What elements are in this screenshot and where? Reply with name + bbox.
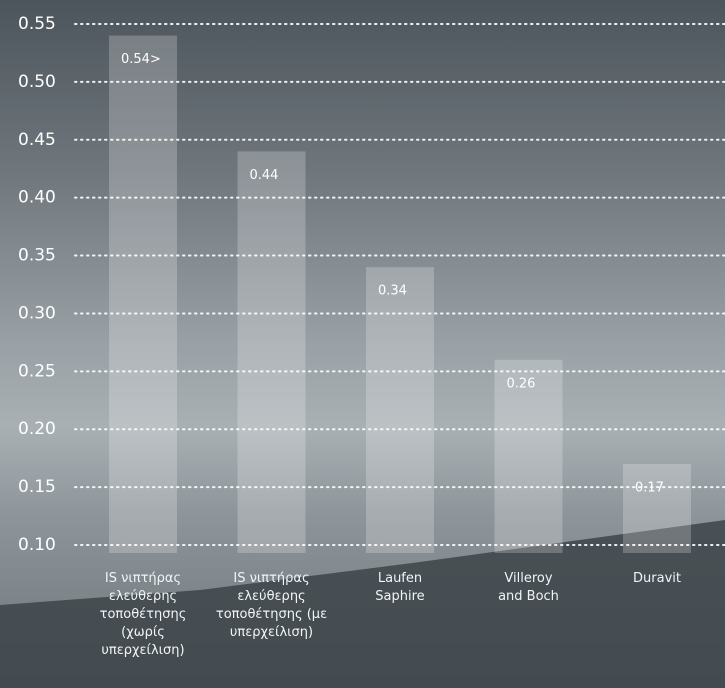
x-tick-label: Villeroy and Boch <box>498 571 559 604</box>
y-tick-label: 0.45 <box>18 130 56 150</box>
bar <box>237 151 306 553</box>
bar <box>109 35 177 554</box>
bar <box>494 359 563 553</box>
y-tick-label: 0.15 <box>18 477 56 497</box>
background-shape <box>0 520 725 688</box>
value-label: 0.17 <box>635 480 664 495</box>
value-label: 0.44 <box>250 168 279 183</box>
y-tick-label: 0.35 <box>18 246 56 266</box>
value-label: 0.26 <box>507 376 536 391</box>
value-label: 0.54> <box>121 52 161 67</box>
x-tick-label: IS νιπτήρας ελεύθερης τοποθέτησης (χωρίς… <box>99 571 187 658</box>
y-tick-label: 0.25 <box>18 361 56 381</box>
x-tick-label: IS νιπτήρας ελεύθερης τοποθέτησης (με υπ… <box>215 571 328 640</box>
x-tick-label: Duravit <box>633 571 681 586</box>
value-label: 0.34 <box>378 284 407 299</box>
y-tick-label: 0.20 <box>18 419 56 439</box>
y-tick-label: 0.10 <box>18 535 56 555</box>
y-tick-label: 0.55 <box>18 14 56 34</box>
bar <box>623 463 691 553</box>
y-tick-label: 0.40 <box>18 188 56 208</box>
y-tick-label: 0.30 <box>18 303 56 323</box>
x-tick-label: Laufen Saphire <box>375 571 425 604</box>
bar <box>366 267 434 553</box>
y-tick-label: 0.50 <box>18 72 56 92</box>
